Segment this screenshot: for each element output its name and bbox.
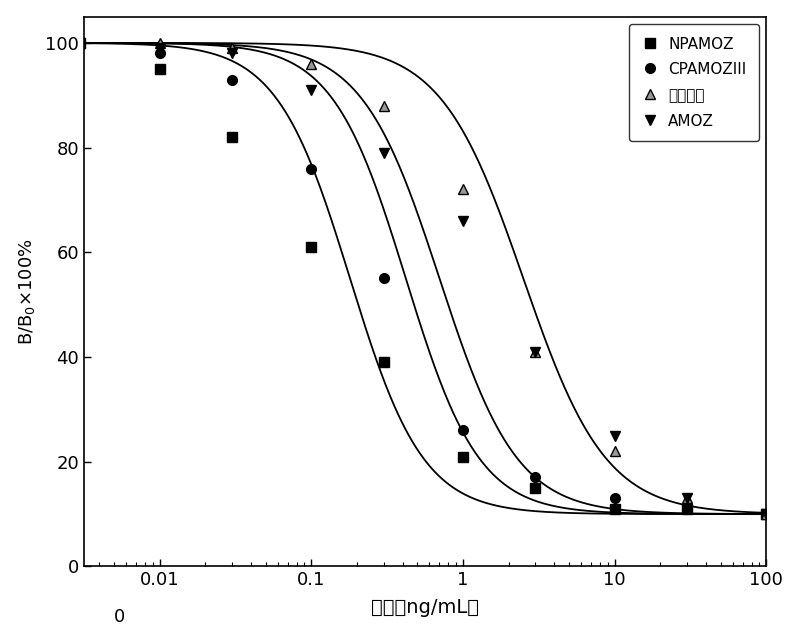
Y-axis label: B/B$_0$$\times$100%: B/B$_0$$\times$100% xyxy=(17,238,37,345)
呋喃它酮 xyxy=(154,39,164,47)
CPAMOZIII xyxy=(306,165,316,172)
AMOZ xyxy=(75,39,85,47)
NPAMOZ xyxy=(682,505,692,513)
AMOZ xyxy=(154,44,164,52)
呋喃它酮 xyxy=(762,510,771,518)
NPAMOZ xyxy=(379,359,389,366)
呋喃它酮 xyxy=(379,102,389,110)
呋喃它酮 xyxy=(530,348,540,355)
NPAMOZ xyxy=(610,505,619,513)
CPAMOZIII xyxy=(458,427,468,434)
CPAMOZIII xyxy=(227,76,237,84)
呋喃它酮 xyxy=(306,60,316,68)
NPAMOZ xyxy=(306,243,316,251)
AMOZ xyxy=(610,432,619,440)
NPAMOZ xyxy=(154,65,164,73)
AMOZ xyxy=(530,348,540,355)
AMOZ xyxy=(306,86,316,94)
CPAMOZIII xyxy=(379,274,389,282)
CPAMOZIII xyxy=(75,39,85,47)
呋喃它酮 xyxy=(75,39,85,47)
呋喃它酮 xyxy=(610,447,619,455)
Line: CPAMOZIII: CPAMOZIII xyxy=(75,38,771,519)
AMOZ xyxy=(762,510,771,518)
CPAMOZIII xyxy=(154,50,164,57)
呋喃它酮 xyxy=(682,494,692,502)
Line: NPAMOZ: NPAMOZ xyxy=(75,38,771,519)
Legend: NPAMOZ, CPAMOZIII, 呋喃它酮, AMOZ: NPAMOZ, CPAMOZIII, 呋喃它酮, AMOZ xyxy=(629,24,758,141)
X-axis label: 浓度（ng/mL）: 浓度（ng/mL） xyxy=(371,598,479,617)
Text: 0: 0 xyxy=(114,608,125,626)
Line: AMOZ: AMOZ xyxy=(75,38,771,519)
AMOZ xyxy=(458,217,468,225)
NPAMOZ xyxy=(530,484,540,492)
NPAMOZ xyxy=(227,133,237,141)
NPAMOZ xyxy=(75,39,85,47)
呋喃它酮 xyxy=(458,186,468,193)
CPAMOZIII xyxy=(762,510,771,518)
AMOZ xyxy=(682,494,692,502)
AMOZ xyxy=(227,50,237,57)
CPAMOZIII xyxy=(610,494,619,502)
CPAMOZIII xyxy=(682,505,692,513)
AMOZ xyxy=(379,149,389,157)
NPAMOZ xyxy=(458,453,468,461)
NPAMOZ xyxy=(762,510,771,518)
Line: 呋喃它酮: 呋喃它酮 xyxy=(75,38,771,519)
呋喃它酮 xyxy=(227,44,237,52)
CPAMOZIII xyxy=(530,473,540,481)
